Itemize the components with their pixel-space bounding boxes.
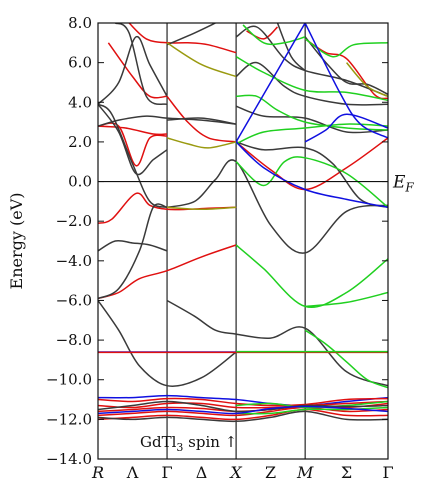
band-black [98, 103, 168, 209]
x-tick-label: Γ [161, 463, 172, 482]
band-red [98, 397, 388, 407]
x-tick-label: Γ [382, 463, 393, 482]
band-black [235, 141, 388, 209]
band-olive [346, 62, 388, 97]
fermi-level-label: EF [392, 173, 414, 195]
compound-annotation: GdTl3 spin ↑ [140, 433, 237, 454]
symmetry-lines [166, 23, 306, 459]
band-black [98, 115, 237, 127]
band-red [98, 192, 237, 224]
y-tick-label: −4.0 [56, 252, 92, 270]
band-blue [235, 141, 388, 209]
band-red [166, 95, 237, 143]
band-blue [235, 23, 306, 143]
fermi-level-label-main: E [392, 173, 406, 193]
x-tick-label: M [296, 463, 314, 482]
x-tick-label: Z [265, 463, 276, 482]
band-blue [304, 23, 388, 139]
band-green [305, 291, 388, 308]
y-tick-label: 4.0 [68, 93, 92, 111]
x-tick-label: X [228, 463, 242, 482]
band-red [98, 408, 388, 421]
band-olive [166, 206, 237, 211]
band-black [276, 23, 306, 72]
y-tick-label: −2.0 [56, 212, 92, 230]
band-black [98, 36, 168, 105]
y-tick-label: 2.0 [68, 133, 92, 151]
band-black [304, 36, 388, 95]
y-axis-label: Energy (eV) [7, 193, 26, 290]
band-black [98, 410, 388, 423]
plot-frame [97, 22, 389, 460]
x-tick-label: Σ [341, 463, 352, 482]
band-blue [98, 405, 388, 415]
y-tick-label: −10.0 [46, 371, 92, 389]
band-red [107, 42, 168, 99]
band-blue [98, 394, 388, 407]
band-green [236, 400, 388, 409]
band-black [166, 117, 237, 125]
y-tick-label: −12.0 [46, 410, 92, 428]
x-tick-label: R [91, 463, 104, 482]
y-tick-label: −8.0 [56, 331, 92, 349]
band-black [235, 25, 388, 98]
band-black [98, 203, 168, 300]
compound-annotation-main: GdTl [140, 433, 177, 451]
band-olive [166, 137, 237, 149]
band-red [98, 400, 388, 409]
y-axis-ticks: 8.0 6.0 4.0 2.0 0.0 −2.0 −4.0 −6.0 −8.0 −10.0 −12.… [46, 14, 388, 468]
band-red [98, 406, 388, 417]
compound-annotation-tail: spin ↑ [183, 433, 237, 451]
y-tick-label: 6.0 [68, 54, 92, 72]
x-tick-label: Δ [196, 463, 208, 482]
y-tick-label: 8.0 [68, 14, 92, 32]
band-black [166, 23, 216, 46]
band-black [166, 159, 388, 254]
band-green [236, 94, 388, 131]
band-green [235, 156, 388, 208]
y-tick-label: −6.0 [56, 291, 92, 309]
y-tick-label: 0.0 [68, 173, 92, 191]
band-green [235, 56, 388, 102]
y-tick-label: −14.0 [46, 450, 92, 468]
band-black [98, 239, 168, 252]
band-black [235, 61, 388, 106]
band-red [98, 244, 237, 300]
band-olive [166, 42, 237, 78]
compound-annotation-sub: 3 [176, 441, 183, 454]
band-curves [98, 23, 388, 423]
band-black [98, 300, 237, 387]
band-black [114, 23, 168, 106]
band-green [304, 329, 388, 389]
band-red [98, 125, 168, 136]
band-black [98, 400, 388, 413]
band-green [242, 24, 306, 46]
band-red [128, 23, 237, 54]
band-blue [304, 113, 388, 143]
fermi-level-label-sub: F [404, 181, 414, 195]
x-tick-label: Λ [126, 463, 139, 482]
band-black [235, 105, 388, 134]
band-black [166, 299, 388, 387]
